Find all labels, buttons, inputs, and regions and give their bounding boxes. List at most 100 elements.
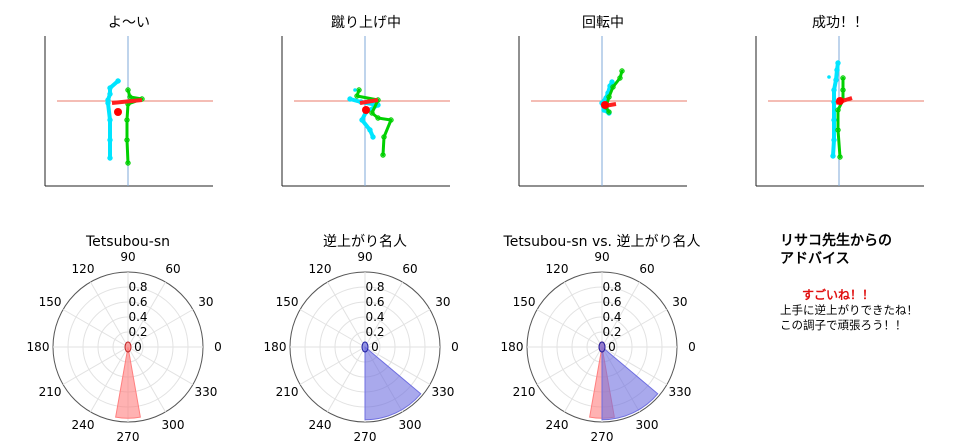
pose-panel-3: 回転中: [518, 15, 687, 187]
polar-grid-spoke: [364, 281, 403, 348]
pose-title: 成功！！: [812, 15, 868, 31]
polar-angle-label: 60: [165, 262, 180, 276]
polar-angle-label: 330: [194, 385, 217, 399]
polar-grid-spoke: [564, 346, 603, 413]
polar-grid-spoke: [299, 309, 366, 348]
right-joint-marker: [840, 87, 846, 93]
polar-angle-label: 30: [198, 295, 213, 309]
center-of-mass-marker: [362, 106, 370, 114]
polar-angle-label: 90: [594, 250, 609, 264]
polar-radius-label: 0.8: [365, 280, 384, 294]
head-marker: [827, 75, 831, 79]
left-joint-marker: [359, 117, 365, 123]
polar-angle-label: 270: [117, 430, 140, 444]
right-joint-marker: [375, 115, 381, 121]
right-joint-marker: [388, 117, 394, 123]
polar-grid-spoke: [90, 346, 129, 413]
polar-chart-3: Tetsubou-sn vs. 逆上がり名人 0 30 60 90 120 150 180 21…: [501, 234, 701, 444]
polar-radius-label: 0.4: [602, 310, 621, 324]
pose-panel-4: 成功！！: [755, 15, 924, 187]
polar-angle-label: 300: [636, 418, 659, 432]
advice-praise: すごいね！！: [802, 288, 875, 302]
polar-angle-label: 240: [309, 418, 332, 432]
left-joint-marker: [831, 117, 837, 123]
right-joint-marker: [617, 75, 623, 81]
right-joint-marker: [369, 110, 375, 116]
polar-grid-spoke: [127, 309, 194, 348]
polar-grid-spoke: [364, 309, 431, 348]
polar-angle-label: 120: [546, 262, 569, 276]
advice-line-2: この調子で頑張ろう！！: [780, 318, 907, 332]
right-joint-marker: [835, 107, 841, 113]
pose-title: 回転中: [582, 15, 624, 31]
left-limb-line: [831, 61, 840, 158]
polar-angle-label: 90: [120, 250, 135, 264]
head-marker: [353, 88, 357, 92]
polar-radius-label: 0.2: [365, 325, 384, 339]
left-joint-marker: [107, 155, 113, 161]
center-of-mass-marker: [601, 101, 609, 109]
left-joint-marker: [107, 117, 113, 123]
polar-grid-spoke: [364, 346, 431, 385]
left-joint-marker: [831, 87, 837, 93]
polar-grid-spoke: [564, 281, 603, 348]
polar-angle-label: 60: [639, 262, 654, 276]
right-joint-marker: [354, 93, 360, 99]
polar-angle-label: 30: [672, 295, 687, 309]
left-joint-marker: [830, 153, 836, 159]
polar-angle-label: 0: [451, 340, 459, 354]
polar-center-marker: [124, 341, 132, 353]
polar-wedge-series-2: [601, 345, 659, 421]
polar-grid-spoke: [536, 346, 603, 385]
polar-angle-label: 330: [668, 385, 691, 399]
polar-radius-label: 0.6: [365, 295, 384, 309]
polar-radius-label: 0.6: [602, 295, 621, 309]
right-joint-marker: [606, 94, 612, 100]
polar-grid-spoke: [127, 346, 166, 413]
polar-grid-spoke: [127, 281, 166, 348]
right-joint-marker: [837, 154, 843, 160]
polar-angle-label: 270: [354, 430, 377, 444]
right-joint-marker: [124, 117, 130, 123]
left-limb-line: [348, 97, 380, 139]
polar-wedge-series-1: [364, 345, 422, 421]
polar-wedge-series-1: [115, 346, 141, 419]
polar-radius-label: 0.2: [602, 325, 621, 339]
head-marker: [117, 79, 121, 83]
advice-panel: リサコ先生からの アドバイス すごいね！！ 上手に逆上がりできたね！ この調子で…: [780, 232, 955, 333]
left-joint-marker: [107, 137, 113, 143]
left-joint-marker: [367, 127, 373, 133]
polar-grid-spoke: [327, 346, 366, 413]
polar-angle-label: 150: [276, 295, 299, 309]
left-joint-marker: [105, 97, 111, 103]
center-of-mass-marker: [114, 108, 122, 116]
right-joint-marker: [380, 152, 386, 158]
right-joint-marker: [125, 87, 131, 93]
pose-title: よ〜い: [108, 15, 150, 31]
polar-radius-label: 0.4: [365, 310, 384, 324]
polar-angle-label: 30: [435, 295, 450, 309]
trunk-segment: [359, 98, 379, 105]
polar-angle-label: 300: [399, 418, 422, 432]
right-joint-marker: [124, 137, 130, 143]
polar-radius-label: 0.8: [602, 280, 621, 294]
polar-grid-spoke: [601, 281, 640, 348]
left-joint-marker: [370, 134, 376, 140]
right-joint-marker: [840, 75, 846, 81]
right-joint-marker: [606, 109, 612, 115]
polar-grid-spoke: [299, 346, 366, 385]
polar-angle-label: 180: [501, 340, 524, 354]
polar-angle-label: 240: [546, 418, 569, 432]
left-joint-marker: [834, 67, 840, 73]
polar-angle-label: 90: [357, 250, 372, 264]
polar-angle-label: 120: [72, 262, 95, 276]
polar-grid-spoke: [601, 346, 668, 385]
polar-grid-spoke: [62, 346, 129, 385]
polar-angle-label: 240: [72, 418, 95, 432]
polar-grid-spoke: [536, 309, 603, 348]
left-limb-line: [106, 79, 120, 160]
polar-radius-label: 0.8: [128, 280, 147, 294]
right-joint-marker: [610, 84, 616, 90]
polar-angle-label: 150: [39, 295, 62, 309]
